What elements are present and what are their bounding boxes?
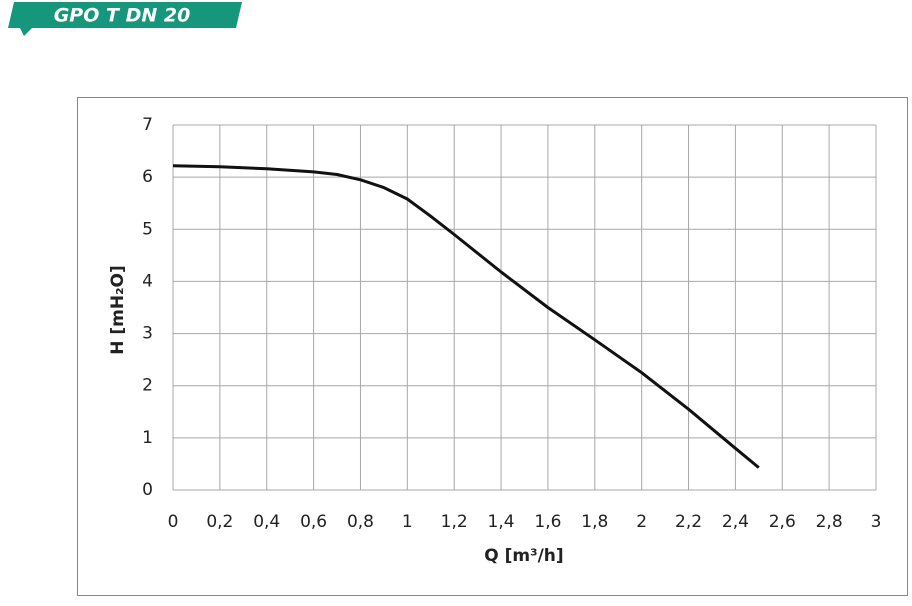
x-tick-label: 0,6	[300, 512, 327, 532]
x-tick-label: 0	[168, 512, 179, 532]
x-tick-label: 2,2	[675, 512, 702, 532]
banner	[8, 2, 242, 28]
y-tick-label: 3	[142, 324, 153, 344]
x-tick-label: 1,2	[441, 512, 468, 532]
x-tick-label: 3	[871, 512, 882, 532]
x-axis-label: Q [m³/h]	[484, 546, 563, 566]
y-tick-label: 6	[142, 167, 153, 187]
x-tick-label: 2	[636, 512, 647, 532]
banner-title: GPO T DN 20	[54, 5, 191, 27]
y-tick-label: 5	[142, 219, 153, 239]
y-tick-label: 2	[142, 376, 153, 396]
x-tick-label: 0,4	[253, 512, 280, 532]
y-tick-label: 1	[142, 428, 153, 448]
y-tick-label: 0	[142, 480, 153, 500]
x-tick-label: 2,8	[816, 512, 843, 532]
x-tick-label: 1	[402, 512, 413, 532]
x-tick-label: 2,4	[722, 512, 749, 532]
y-axis-label: H [mH₂O]	[108, 265, 128, 355]
chart-frame	[77, 97, 908, 596]
curve	[172, 164, 760, 469]
x-tick-label: 1,6	[534, 512, 561, 532]
banner-pointer	[20, 28, 32, 36]
x-tick-label: 1,4	[488, 512, 515, 532]
y-tick-label: 4	[142, 271, 153, 291]
y-tick-label: 7	[142, 115, 153, 135]
x-tick-label: 2,6	[769, 512, 796, 532]
x-tick-label: 1,8	[581, 512, 608, 532]
x-tick-label: 0,8	[347, 512, 374, 532]
x-tick-label: 0,2	[206, 512, 233, 532]
